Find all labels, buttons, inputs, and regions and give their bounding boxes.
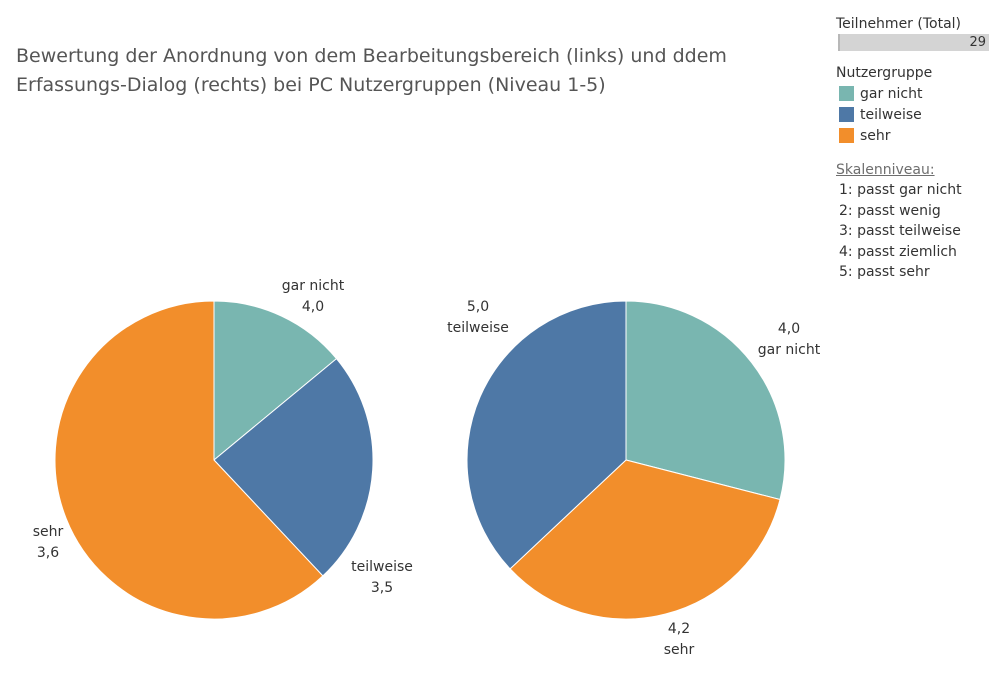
- slice-rating-label: 5,0: [467, 299, 489, 315]
- slice-rating-label: 3,6: [37, 545, 59, 561]
- legend-item-gar-nicht[interactable]: gar nicht: [836, 83, 996, 104]
- pie-chart-1: gar nicht 4,0 teilweise 3,5 sehr 3,6: [33, 278, 413, 620]
- pie-slice-gar-nicht[interactable]: [213, 300, 338, 462]
- legend-label: sehr: [860, 127, 891, 144]
- slice-group-label: gar nicht: [758, 342, 821, 358]
- pie-slice-gar-nicht[interactable]: [625, 300, 786, 501]
- slice-group-label: gar nicht: [282, 278, 345, 294]
- scale-item: 2: passt wenig: [839, 202, 941, 219]
- slice-label-gar-nicht: gar nicht 4,0: [282, 278, 345, 315]
- total-bar: 29: [838, 34, 989, 51]
- legend-item-sehr[interactable]: sehr: [836, 125, 996, 146]
- scale-item: 4: passt ziemlich: [839, 243, 957, 260]
- chart-title: Bewertung der Anordnung von dem Bearbeit…: [16, 45, 727, 96]
- group-legend: Nutzergruppe gar nicht teilweise sehr: [836, 63, 996, 146]
- slice-label-teilweise: teilweise 3,5: [351, 559, 413, 596]
- slice-group-label: teilweise: [351, 559, 413, 575]
- group-legend-title: Nutzergruppe: [836, 65, 933, 81]
- pie-slice-teilweise[interactable]: [466, 300, 627, 570]
- legend-panel: Teilnehmer (Total) 29 Nutzergruppe gar n…: [836, 14, 996, 283]
- pie-chart-2: 4,0 gar nicht 4,2 sehr 5,0 teilweise: [447, 299, 821, 658]
- legend-label: teilweise: [860, 106, 922, 123]
- legend-swatch: [839, 107, 854, 122]
- slice-label-sehr: 4,2 sehr: [664, 621, 695, 658]
- scale-item: 3: passt teilweise: [839, 223, 961, 239]
- slice-group-label: teilweise: [447, 320, 509, 336]
- slice-label-sehr: sehr 3,6: [33, 524, 64, 561]
- slice-label-teilweise: 5,0 teilweise: [447, 299, 509, 336]
- total-label: Teilnehmer (Total): [836, 16, 962, 32]
- legend-item-teilweise[interactable]: teilweise: [836, 104, 996, 125]
- slice-rating-label: 4,2: [668, 621, 690, 637]
- slice-group-label: sehr: [33, 524, 64, 540]
- scale-title: Skalenniveau:: [836, 162, 935, 178]
- legend-label: gar nicht: [860, 85, 923, 102]
- slice-group-label: sehr: [664, 642, 695, 658]
- slice-rating-label: 4,0: [302, 299, 324, 315]
- pie-slice-sehr[interactable]: [509, 459, 781, 620]
- pie-slice-teilweise[interactable]: [213, 357, 374, 577]
- total-value: 29: [969, 35, 986, 50]
- legend-swatch: [839, 86, 854, 101]
- pie-slice-sehr[interactable]: [54, 300, 324, 620]
- legend-swatch: [839, 128, 854, 143]
- scale-item: 5: passt sehr: [839, 264, 930, 280]
- scale-item: 1: passt gar nicht: [839, 182, 962, 198]
- slice-rating-label: 3,5: [371, 580, 393, 596]
- slice-label-gar-nicht: 4,0 gar nicht: [758, 321, 821, 358]
- slice-rating-label: 4,0: [778, 321, 800, 337]
